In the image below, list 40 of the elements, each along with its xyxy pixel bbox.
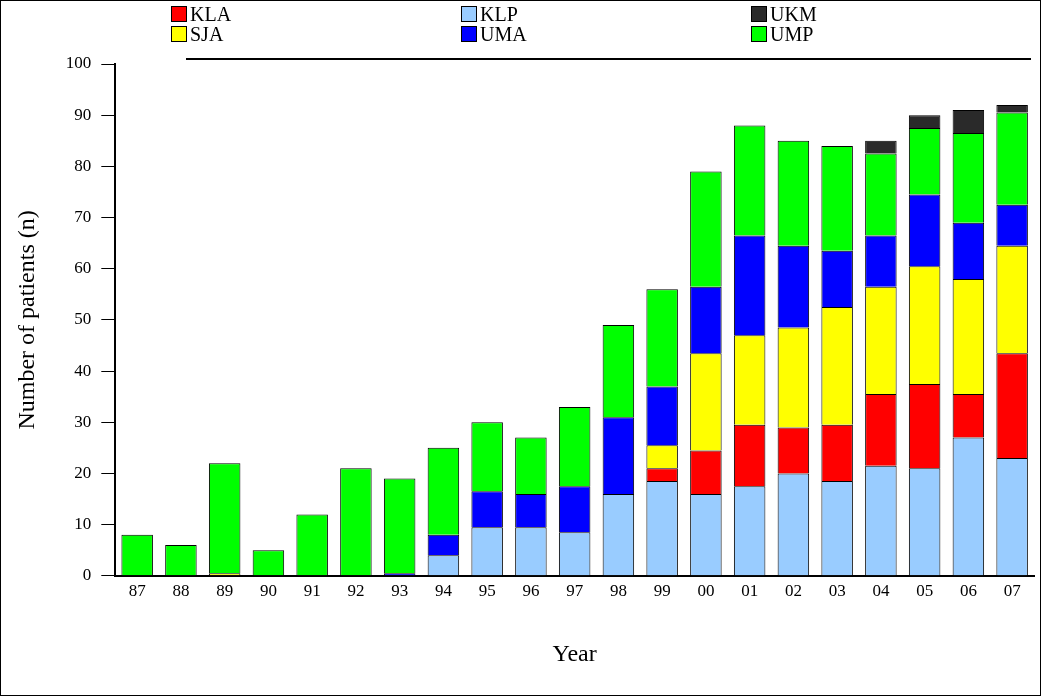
x-tick-label: 96 [522,581,540,601]
x-tick-label: 99 [653,581,671,601]
y-tick-label: 10 [74,514,92,534]
x-tick-label: 07 [1003,581,1022,601]
y-tick-label: 50 [74,309,92,329]
x-tick-label: 88 [172,581,190,601]
x-tick-label: 91 [303,581,321,601]
y-tick-label: 60 [74,258,92,278]
y-tick-label: 0 [82,565,92,585]
legend-label: UKM [770,3,817,25]
x-tick-label: 02 [784,581,802,601]
x-tick-label: 03 [828,581,846,601]
x-tick-label: 92 [347,581,365,601]
x-tick-label: 06 [959,581,977,601]
y-tick-label: 80 [74,155,92,175]
x-axis-title: Year [552,639,597,666]
x-tick-label: 95 [478,581,496,601]
legend-label: KLA [190,3,232,25]
y-tick-label: 20 [74,462,92,482]
x-tick-label: 01 [741,581,759,601]
y-tick-label: 70 [74,207,92,227]
y-tick-label: 100 [65,53,92,73]
x-tick-label: 97 [566,581,584,601]
x-tick-label: 00 [697,581,715,601]
y-axis-title: Number of patients (n) [12,210,39,430]
x-tick-label: 98 [609,581,627,601]
x-tick-label: 87 [128,581,147,601]
x-tick-label: 05 [916,581,934,601]
x-tick-label: 94 [434,581,453,601]
legend-label: UMP [770,23,814,45]
legend-label: SJA [190,23,224,45]
x-tick-label: 90 [259,581,277,601]
y-tick-label: 90 [74,104,92,124]
legend-label: UMA [480,23,527,45]
y-tick-label: 40 [74,360,92,380]
legend-label: KLP [480,3,518,25]
y-tick-label: 30 [74,411,92,431]
x-tick-label: 04 [872,581,890,601]
x-tick-label: 89 [216,581,234,601]
x-tick-label: 93 [391,581,409,601]
